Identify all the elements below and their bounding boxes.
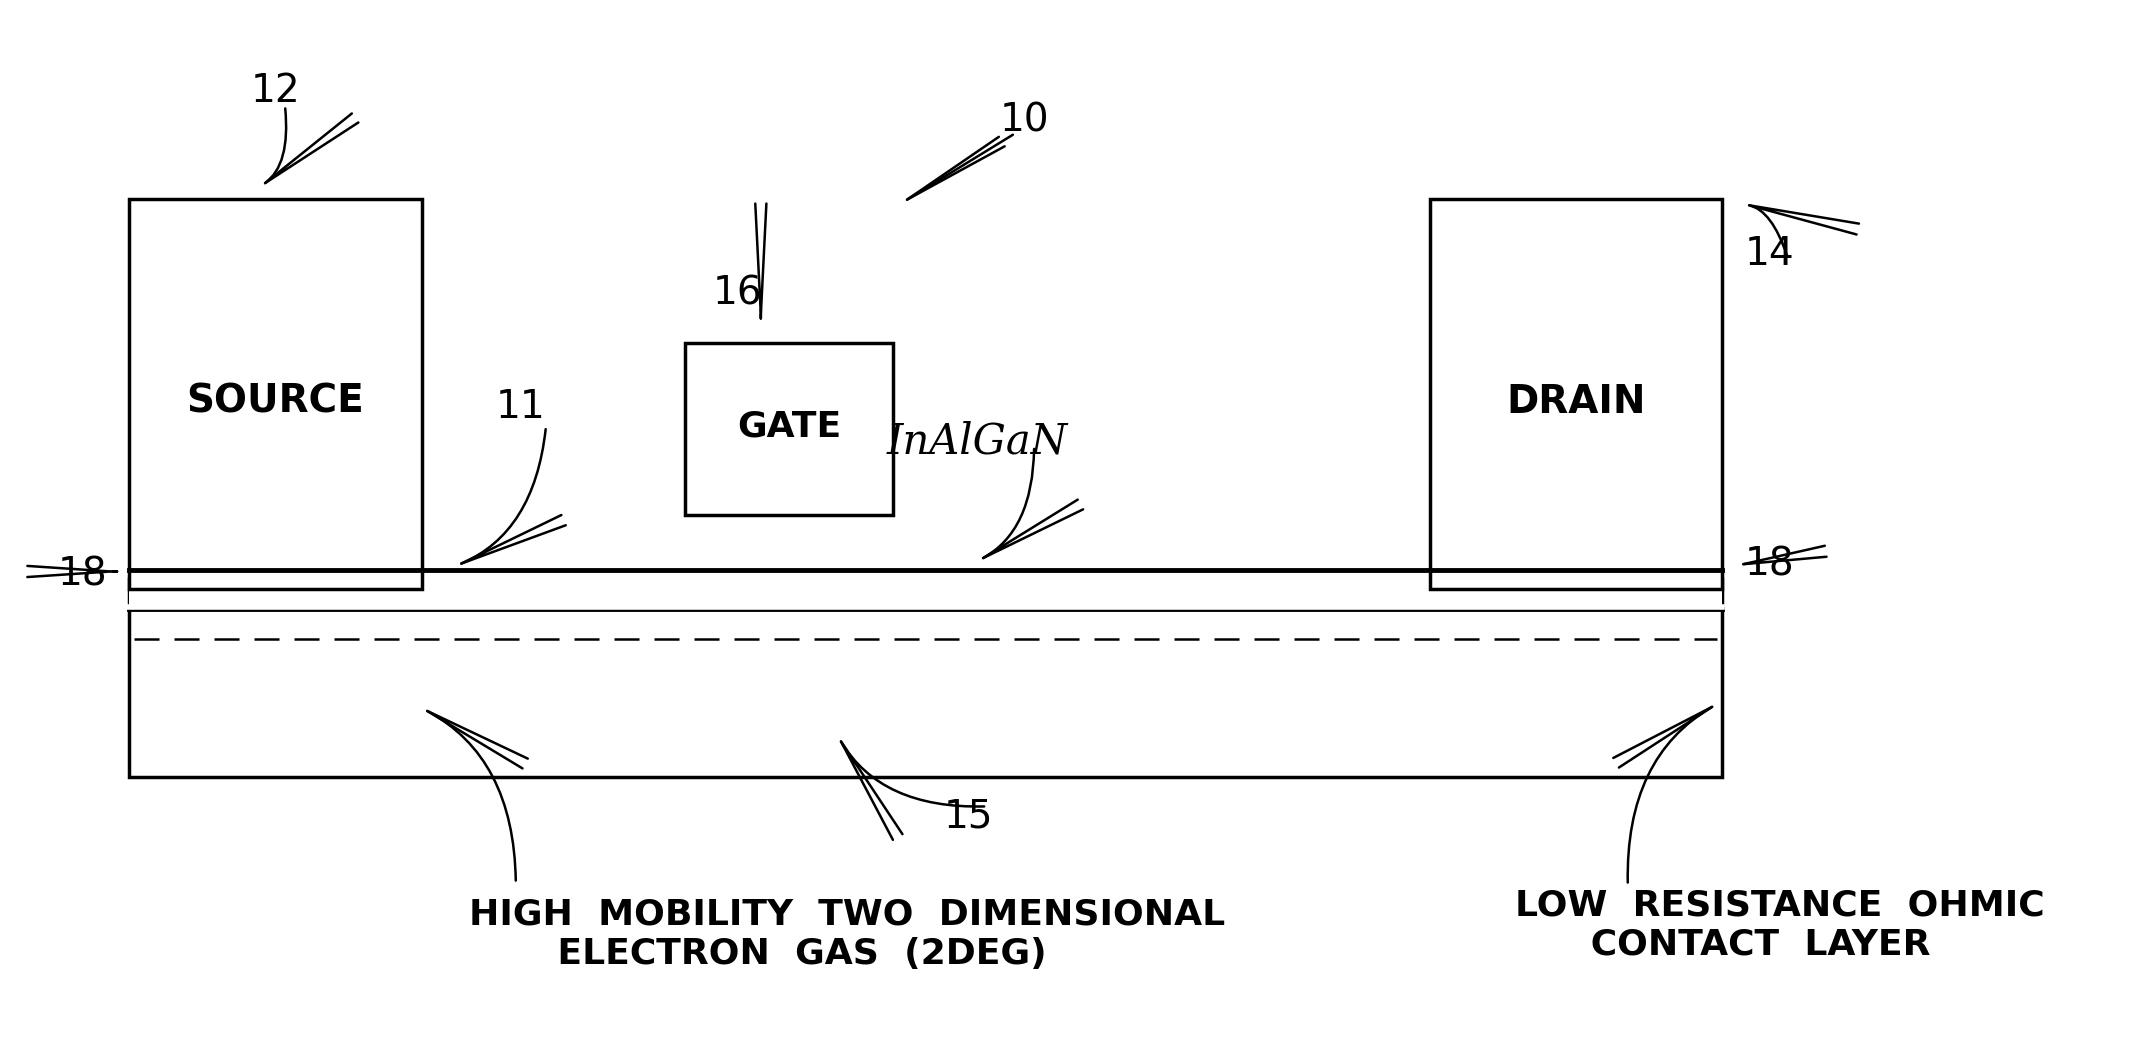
Text: 14: 14 bbox=[1744, 235, 1795, 272]
Bar bbox=[129, 199, 422, 589]
Bar bbox=[1431, 199, 1722, 589]
Text: 10: 10 bbox=[1000, 101, 1050, 139]
Text: 15: 15 bbox=[942, 797, 994, 835]
Text: SOURCE: SOURCE bbox=[186, 383, 364, 420]
Bar bbox=[129, 569, 1722, 609]
Text: 12: 12 bbox=[251, 72, 300, 110]
Text: InAlGaN: InAlGaN bbox=[887, 420, 1069, 462]
Bar bbox=[685, 343, 893, 515]
Text: 18: 18 bbox=[1744, 546, 1795, 583]
Text: DRAIN: DRAIN bbox=[1506, 383, 1645, 420]
Text: LOW  RESISTANCE  OHMIC
      CONTACT  LAYER: LOW RESISTANCE OHMIC CONTACT LAYER bbox=[1514, 888, 2043, 962]
Text: 11: 11 bbox=[495, 387, 546, 426]
Text: GATE: GATE bbox=[737, 410, 842, 444]
Bar bbox=[129, 580, 1722, 777]
Text: HIGH  MOBILITY  TWO  DIMENSIONAL
       ELECTRON  GAS  (2DEG): HIGH MOBILITY TWO DIMENSIONAL ELECTRON G… bbox=[469, 898, 1225, 971]
Text: 16: 16 bbox=[713, 275, 763, 312]
Text: 18: 18 bbox=[58, 555, 107, 594]
